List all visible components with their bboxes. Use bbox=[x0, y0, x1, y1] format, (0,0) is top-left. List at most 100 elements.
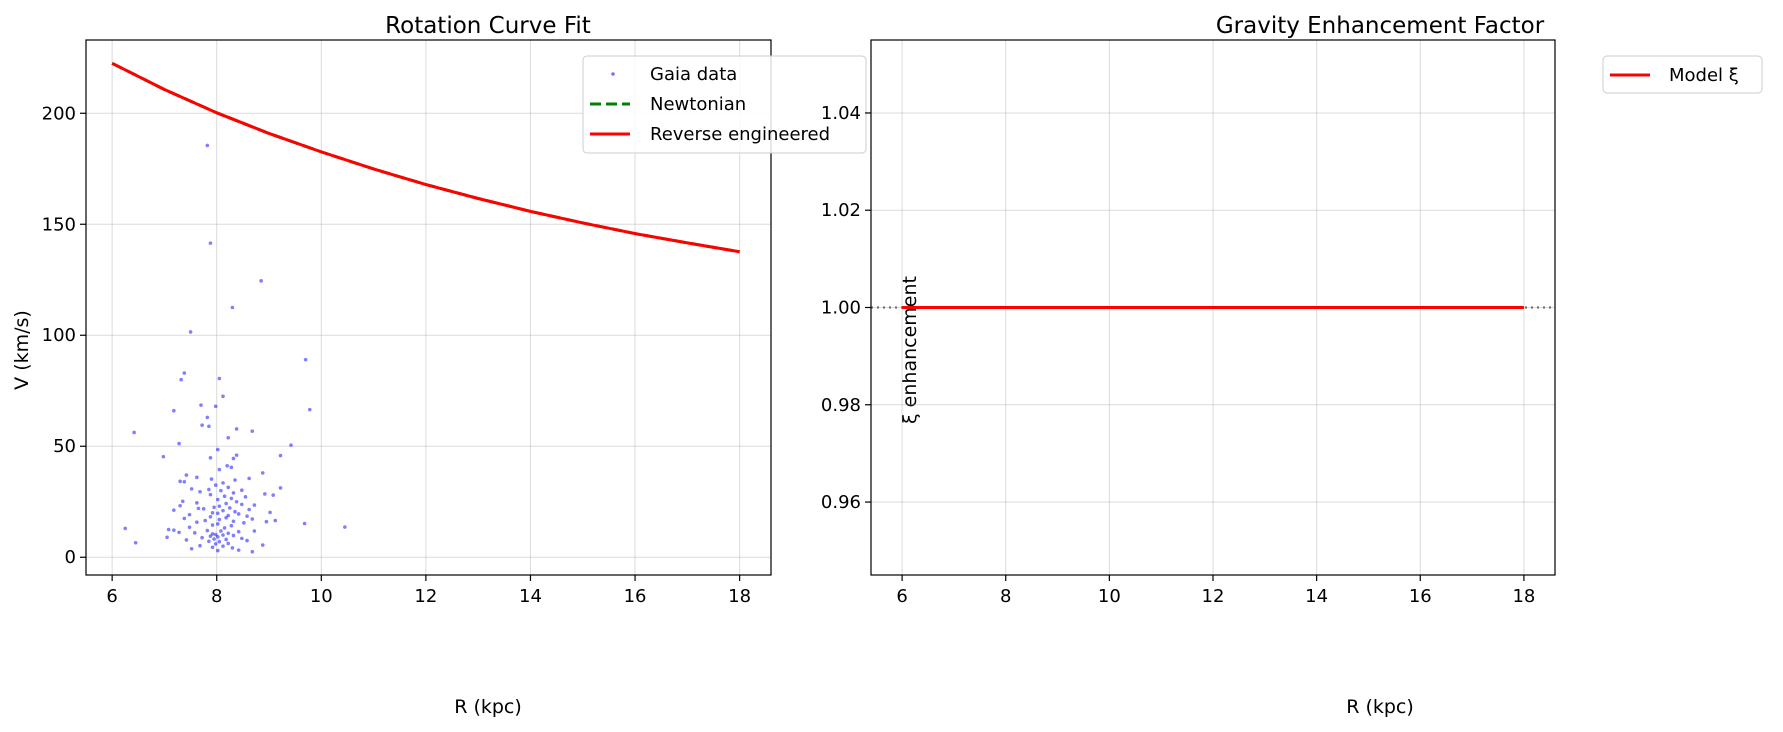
rotation-curve-xlabel: R (kpc) bbox=[454, 696, 522, 718]
gaia-data-point bbox=[178, 503, 182, 508]
gaia-data-point bbox=[243, 495, 248, 499]
gaia-data-point bbox=[236, 512, 241, 516]
gaia-data-point bbox=[233, 478, 237, 482]
gaia-data-point bbox=[205, 415, 210, 420]
gaia-data-point bbox=[245, 538, 249, 543]
gaia-data-point bbox=[229, 496, 234, 501]
gaia-data-point bbox=[187, 512, 192, 517]
gaia-data-point bbox=[180, 499, 185, 504]
x-tick-label: 10 bbox=[310, 586, 333, 607]
gaia-data-point bbox=[207, 487, 211, 492]
rotation-curve-legend: Gaia data Newtonian Reverse engineered bbox=[582, 55, 867, 154]
legend-newtonian-label: Newtonian bbox=[650, 94, 746, 115]
gaia-data-point bbox=[215, 447, 220, 452]
gaia-data-point bbox=[199, 403, 203, 407]
x-tick-label: 18 bbox=[728, 586, 751, 607]
x-tick-label: 14 bbox=[519, 586, 542, 607]
gaia-data-point bbox=[166, 527, 171, 532]
legend-gaia-marker bbox=[611, 72, 615, 76]
gaia-data-point bbox=[192, 531, 197, 535]
gaia-data-point bbox=[189, 547, 194, 551]
gaia-data-point bbox=[208, 492, 213, 497]
gaia-data-point bbox=[226, 436, 231, 440]
gaia-data-point bbox=[177, 530, 181, 535]
gaia-data-point bbox=[208, 515, 213, 519]
gaia-data-point bbox=[200, 423, 204, 427]
enhancement-panel: Gravity Enhancement Factor R (kpc) ξ enh… bbox=[821, 13, 1763, 718]
gaia-data-point bbox=[177, 441, 181, 446]
rotation-curve-axes-frame bbox=[85, 39, 772, 576]
gaia-data-point bbox=[200, 535, 204, 540]
gaia-data-point bbox=[236, 548, 241, 552]
gaia-data-point bbox=[217, 539, 222, 544]
gaia-data-point bbox=[215, 497, 220, 502]
gaia-data-point bbox=[273, 518, 278, 523]
gaia-data-point bbox=[231, 519, 236, 524]
y-tick-label: 1.04 bbox=[821, 103, 861, 124]
enhancement-title: Gravity Enhancement Factor bbox=[1216, 13, 1545, 39]
gaia-data-point bbox=[247, 476, 251, 481]
x-tick-label: 16 bbox=[1409, 586, 1432, 607]
gaia-data-point bbox=[226, 485, 231, 490]
gaia-data-point bbox=[213, 404, 218, 409]
x-tick-label: 8 bbox=[1000, 586, 1011, 607]
gaia-data-point bbox=[250, 517, 255, 521]
gaia-data-point bbox=[303, 357, 308, 362]
gaia-data-point bbox=[225, 463, 229, 468]
gaia-data-point bbox=[215, 548, 220, 553]
gaia-data-point bbox=[221, 544, 225, 548]
gaia-data-point bbox=[226, 541, 231, 546]
gaia-data-point bbox=[259, 279, 263, 283]
gaia-data-point bbox=[217, 376, 222, 381]
gaia-data-point bbox=[250, 429, 255, 433]
gaia-data-point bbox=[184, 538, 189, 542]
gaia-data-point bbox=[250, 549, 255, 554]
x-tick-label: 8 bbox=[211, 586, 222, 607]
gaia-data-point bbox=[240, 488, 244, 492]
gaia-data-point bbox=[221, 394, 225, 399]
gaia-data-point bbox=[231, 491, 236, 495]
gaia-data-point bbox=[207, 424, 211, 429]
gaia-data-point bbox=[165, 535, 169, 540]
gaia-data-point bbox=[217, 504, 222, 508]
gaia-data-point bbox=[196, 506, 201, 511]
gaia-data-point bbox=[219, 488, 223, 493]
x-tick-label: 10 bbox=[1098, 586, 1121, 607]
gaia-data-point bbox=[242, 521, 246, 525]
enhancement-ticks: 6 8 10 12 14 16 18 0.96 0.98 1.00 1.02 1.04 bbox=[821, 103, 1535, 607]
x-tick-label: 12 bbox=[1202, 586, 1225, 607]
gaia-data-point bbox=[195, 520, 199, 524]
gaia-data-point bbox=[178, 479, 182, 484]
rotation-curve-data bbox=[111, 61, 740, 554]
rotation-curve-panel: Rotation Curve Fit R (kpc) V (km/s) 6 8 10… bbox=[11, 13, 867, 718]
gaia-data-point bbox=[224, 537, 228, 542]
rotation-curve-ticks: 6 8 10 12 14 16 18 0 50 100 150 200 bbox=[42, 103, 751, 607]
gaia-data-point bbox=[247, 507, 251, 512]
gaia-data-point bbox=[123, 526, 128, 531]
gaia-data-point bbox=[195, 475, 199, 480]
gaia-data-point bbox=[289, 443, 293, 447]
gaia-data-point bbox=[217, 517, 222, 522]
x-tick-label: 6 bbox=[106, 586, 117, 607]
y-tick-label: 1.00 bbox=[821, 298, 861, 319]
rotation-curve-ylabel: V (km/s) bbox=[11, 310, 33, 390]
gaia-data-point bbox=[213, 542, 218, 546]
gaia-data-point bbox=[208, 455, 213, 460]
gaia-data-point bbox=[205, 143, 210, 148]
y-tick-label: 1.02 bbox=[821, 200, 861, 221]
enhancement-ylabel: ξ enhancement bbox=[899, 276, 921, 424]
y-tick-label: 150 bbox=[42, 214, 76, 235]
gaia-data-point bbox=[182, 516, 187, 521]
gaia-data-point bbox=[302, 521, 307, 526]
gaia-data-point bbox=[208, 534, 213, 538]
gaia-data-point bbox=[278, 486, 283, 490]
enhancement-legend: Model ξ bbox=[1602, 55, 1763, 94]
gaia-data-point bbox=[278, 453, 283, 458]
gaia-data-point bbox=[271, 493, 275, 497]
legend-model-label: Model ξ bbox=[1669, 65, 1739, 86]
gaia-data-point bbox=[234, 499, 239, 504]
y-tick-label: 50 bbox=[53, 436, 76, 457]
gaia-data-point bbox=[230, 546, 235, 550]
gaia-data-point bbox=[217, 467, 222, 472]
